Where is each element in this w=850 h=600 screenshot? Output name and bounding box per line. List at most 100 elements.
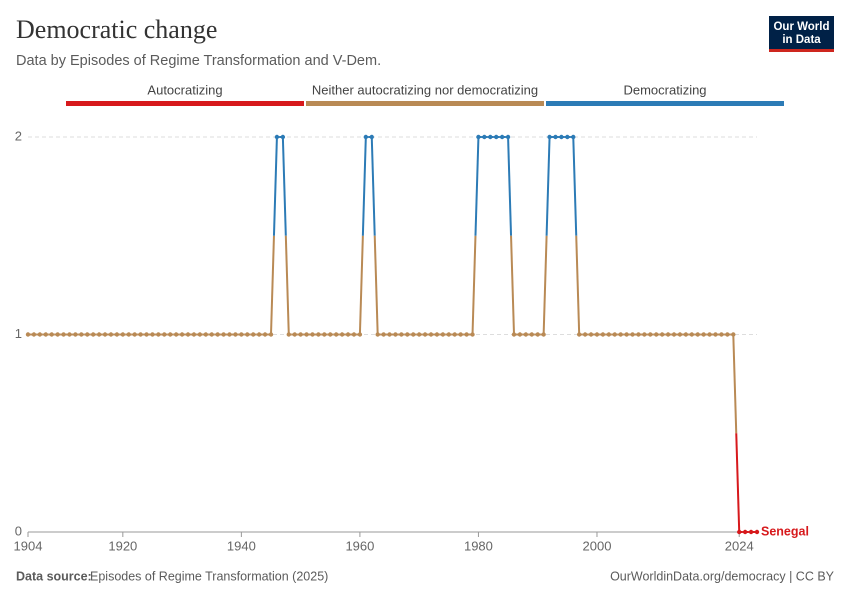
- point: [150, 332, 155, 337]
- line-segment: [732, 334, 738, 434]
- point: [677, 332, 683, 337]
- point: [43, 332, 48, 337]
- point: [511, 332, 517, 337]
- point: [67, 332, 72, 337]
- point: [197, 332, 203, 337]
- point: [654, 332, 659, 337]
- point: [156, 332, 161, 337]
- point: [695, 332, 700, 337]
- chart-subtitle: Data by Episodes of Regime Transformatio…: [16, 53, 381, 69]
- footer-link[interactable]: OurWorldinData.org/democracy | CC BY: [610, 569, 835, 583]
- source: Episodes of Regime Transformation (2025): [90, 569, 328, 583]
- point: [304, 332, 309, 337]
- point: [535, 332, 540, 337]
- line-segment: [542, 235, 548, 335]
- point: [719, 332, 724, 337]
- line-segment: [510, 235, 515, 335]
- point: [683, 332, 689, 337]
- point: [529, 332, 534, 337]
- point: [576, 332, 582, 337]
- logo[interactable]: Our World in Data: [769, 16, 834, 52]
- point: [221, 332, 226, 337]
- point: [482, 134, 487, 140]
- source-label: Data source:: [16, 569, 92, 583]
- point: [612, 332, 617, 337]
- point: [233, 332, 238, 337]
- x-tick-label: 1940: [227, 538, 256, 553]
- point: [37, 332, 43, 337]
- point: [363, 134, 369, 140]
- point: [505, 134, 511, 140]
- point: [328, 332, 333, 337]
- chart-title: Democratic change: [16, 15, 217, 44]
- point: [731, 332, 736, 337]
- point: [90, 332, 96, 337]
- point: [126, 332, 131, 337]
- point: [316, 332, 321, 337]
- point: [713, 332, 718, 337]
- point: [369, 134, 374, 140]
- point: [671, 332, 677, 337]
- point: [701, 332, 706, 337]
- line-segment: [507, 136, 513, 236]
- x-tick-label: 1904: [14, 538, 43, 553]
- point: [310, 332, 315, 337]
- point: [268, 332, 274, 337]
- point: [488, 134, 493, 140]
- point: [280, 134, 286, 140]
- point: [689, 332, 695, 337]
- point: [754, 529, 760, 535]
- point: [274, 134, 280, 140]
- point: [517, 332, 523, 337]
- point: [345, 332, 351, 337]
- point: [262, 332, 268, 337]
- point: [393, 332, 398, 337]
- line-segment: [735, 433, 741, 533]
- point: [144, 332, 149, 337]
- point: [440, 332, 446, 337]
- line-segment: [272, 136, 278, 236]
- point: [618, 332, 623, 337]
- point: [120, 332, 126, 337]
- legend-label: Democratizing: [623, 82, 706, 97]
- point: [239, 332, 244, 337]
- point: [251, 332, 256, 337]
- point: [333, 332, 339, 337]
- point: [648, 332, 653, 337]
- point: [565, 134, 570, 140]
- point: [606, 332, 612, 337]
- point: [322, 332, 327, 337]
- point: [624, 332, 629, 337]
- point: [79, 332, 84, 337]
- point: [659, 332, 665, 337]
- point: [191, 332, 197, 337]
- x-tick-label: 2024: [725, 538, 754, 553]
- point: [286, 332, 291, 337]
- point: [707, 332, 712, 337]
- point: [416, 332, 422, 337]
- point: [179, 332, 185, 337]
- point: [665, 332, 671, 337]
- legend-label: Neither autocratizing nor democratizing: [312, 82, 538, 97]
- line-segment: [281, 136, 287, 236]
- point: [96, 332, 102, 337]
- point: [499, 134, 505, 140]
- series-label: Senegal: [761, 524, 809, 538]
- point: [25, 332, 31, 337]
- point: [725, 332, 730, 337]
- logo-text: Our World: [773, 21, 829, 33]
- point: [256, 332, 262, 337]
- point: [173, 332, 179, 337]
- point: [132, 332, 137, 337]
- point: [464, 332, 469, 337]
- series: [25, 134, 760, 535]
- x-tick-label: 1980: [464, 538, 493, 553]
- point: [523, 332, 529, 337]
- point: [594, 332, 600, 337]
- point: [73, 332, 78, 337]
- y-tick-label: 0: [15, 523, 22, 538]
- point: [411, 332, 416, 337]
- point: [114, 332, 120, 337]
- point: [742, 529, 748, 535]
